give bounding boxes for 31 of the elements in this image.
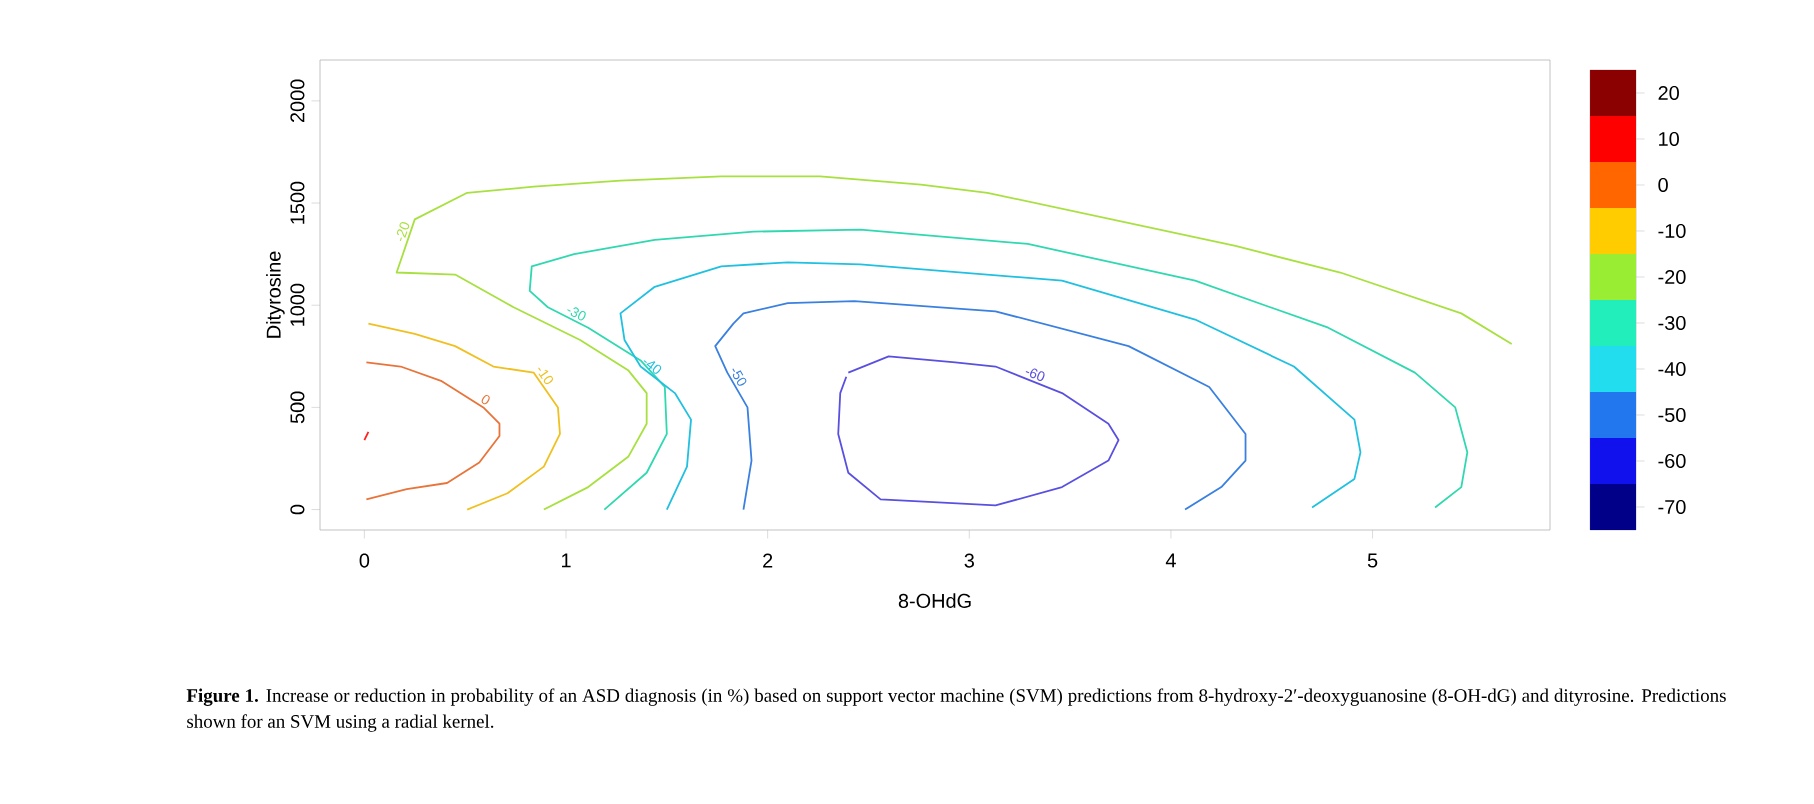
color-bar-label: -60 xyxy=(1658,453,1686,469)
color-bar-label: 0 xyxy=(1658,177,1668,193)
x-tick-label: 5 xyxy=(1367,553,1378,568)
color-bar-label: -20 xyxy=(1658,269,1686,285)
color-bar-label: -10 xyxy=(1658,223,1686,239)
color-bar-label: 10 xyxy=(1659,131,1679,147)
y-tick-label: 1000 xyxy=(290,283,305,326)
color-bar-label: -70 xyxy=(1658,499,1686,515)
line-series xyxy=(528,228,1469,511)
x-tick-label: 0 xyxy=(359,553,370,568)
text: Figure 1. Increase or reduction in probability of an ASD diagnosis (in %) based on support vector machine (SVM) predictions from 8-hydroxy-2′-deoxyguanosine (8-OH-dG) and dityrosine. Predictions shown for an SVM using a radial kernel. xyxy=(186,688,1726,732)
y-tick-label: 2000 xyxy=(290,79,305,123)
line-series xyxy=(367,322,561,511)
color-bar-label: -30 xyxy=(1658,315,1686,331)
line-series xyxy=(365,361,501,501)
x-tick-label: 4 xyxy=(1165,553,1176,568)
color-bar-label: 20 xyxy=(1658,85,1679,101)
line-series xyxy=(619,261,1362,511)
color-bar-label: -40 xyxy=(1658,361,1686,377)
y-tick-label: 1500 xyxy=(290,181,305,224)
x-tick-label: 2 xyxy=(763,553,773,568)
color-bar-label: -50 xyxy=(1658,407,1686,423)
y-axis-title: Dityrosine xyxy=(266,251,285,338)
line-series xyxy=(837,355,1120,507)
x-tick-label: 1 xyxy=(562,553,571,568)
line-series xyxy=(714,300,1247,511)
y-tick-label: 0 xyxy=(290,504,305,515)
x-axis-title: 8-OHdG xyxy=(898,593,971,608)
y-tick-label: 500 xyxy=(290,391,305,424)
x-tick-label: 3 xyxy=(964,553,974,568)
line-series xyxy=(395,175,1513,511)
